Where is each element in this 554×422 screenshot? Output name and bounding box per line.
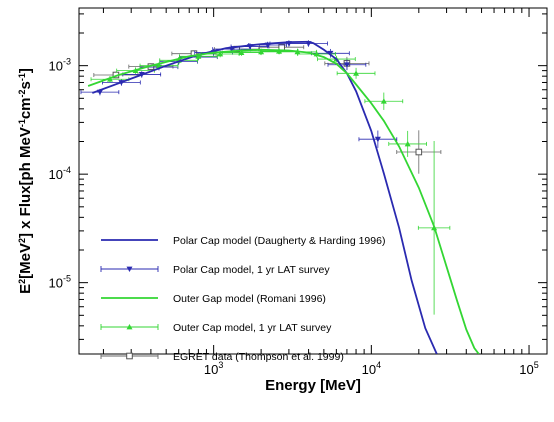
data-point: [374, 136, 381, 143]
data-point: [217, 51, 224, 57]
legend-label: Outer Gap model (Romani 1996): [173, 293, 326, 305]
data-point: [343, 62, 350, 68]
x-tick-label: 104: [362, 360, 381, 377]
y-tick-label: 10-5: [49, 274, 71, 291]
series-line: [91, 40, 438, 354]
x-tick-label: 103: [204, 360, 223, 377]
y-tick-label: 10-3: [49, 57, 71, 74]
data-point: [415, 148, 423, 156]
legend: Polar Cap model (Daugherty & Harding 199…: [100, 235, 385, 363]
x-tick-label: 105: [519, 360, 538, 377]
plot-frame: [78, 7, 548, 355]
legend-label: Outer Cap model, 1 yr LAT survey: [173, 322, 332, 334]
y-tick-label: 10-4: [49, 165, 71, 182]
legend-marker: [126, 266, 133, 272]
legend-label: Polar Cap model, 1 yr LAT survey: [173, 264, 330, 276]
data-point: [404, 140, 411, 147]
axis-ticks: 103 104 105 10-3 10-4 10-5: [49, 8, 547, 377]
legend-marker: [126, 324, 133, 330]
data-point: [353, 70, 360, 76]
legend-label: EGRET data (Thompson et al. 1999): [173, 351, 344, 363]
data-point: [195, 53, 202, 59]
data-point: [238, 49, 245, 55]
legend-label: Polar Cap model (Daugherty & Harding 199…: [173, 235, 385, 247]
x-axis-label: Energy [MeV]: [265, 377, 361, 394]
data-point: [380, 98, 387, 104]
plot-area: [80, 40, 480, 354]
legend-marker: [126, 352, 133, 360]
series-layer: [80, 40, 480, 354]
data-point: [155, 62, 162, 69]
series-line: [87, 48, 480, 354]
y-axis-label: E2[MeV2] x Flux[ph MeV-1cm-2s-1]: [17, 68, 34, 294]
